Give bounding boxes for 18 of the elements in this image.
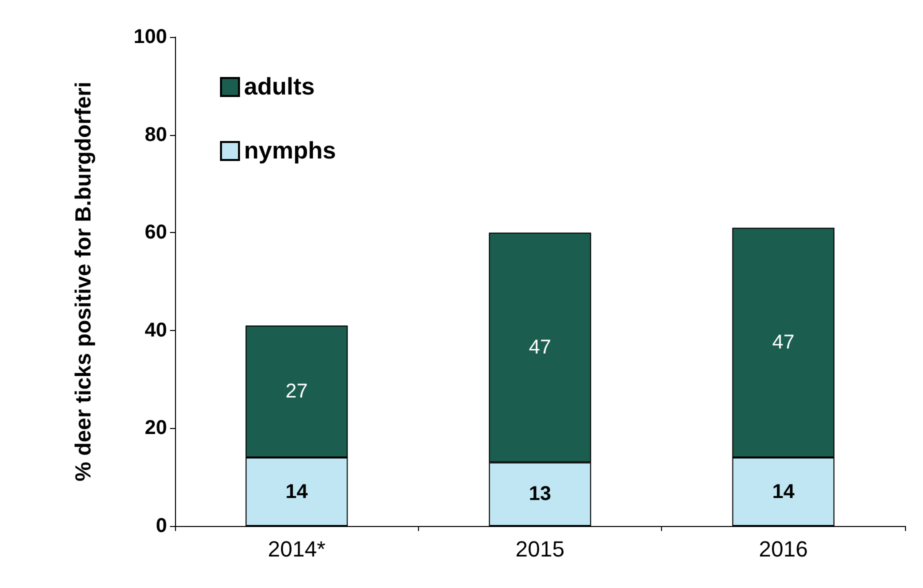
x-tick-label: 2016	[758, 536, 808, 562]
data-label: 14	[772, 480, 796, 503]
y-tick-label: 40	[144, 319, 167, 342]
y-tick-label: 100	[134, 26, 167, 48]
y-tick-label: 20	[144, 417, 167, 440]
legend-label: adults	[244, 74, 315, 100]
x-tick-label: 2015	[516, 536, 564, 562]
y-tick-label: 0	[156, 515, 167, 537]
data-label: 14	[286, 480, 309, 503]
y-tick-label: 80	[144, 124, 167, 146]
x-tick-label: 2014*	[268, 536, 326, 562]
y-axis-title: % deer ticks positive for B.burgdorferi	[70, 82, 96, 482]
data-label: 13	[528, 483, 552, 506]
legend-label: nymphs	[244, 138, 336, 164]
data-label: 47	[528, 336, 552, 359]
y-tick-label: 60	[144, 222, 167, 244]
data-label: 27	[286, 380, 308, 403]
data-label: 47	[772, 332, 794, 354]
